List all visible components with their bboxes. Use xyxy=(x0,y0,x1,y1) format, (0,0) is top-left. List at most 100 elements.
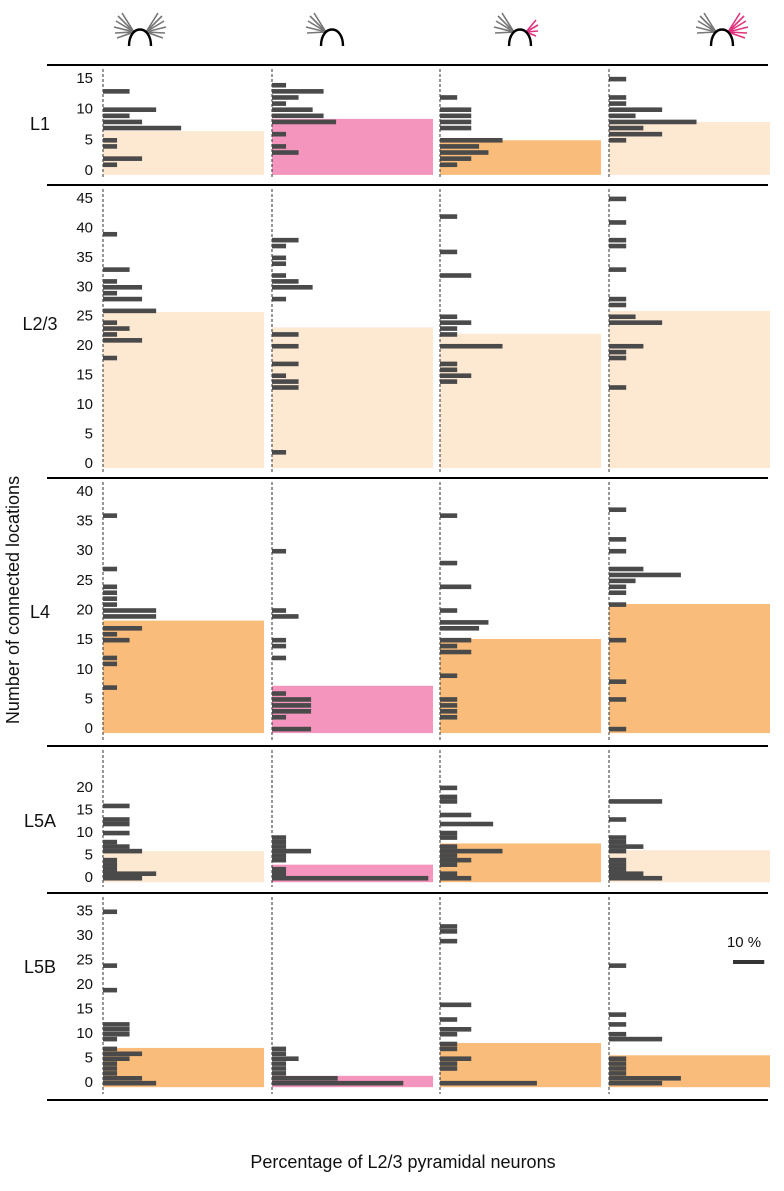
neuron-icon xyxy=(493,12,539,47)
bar xyxy=(609,296,627,302)
bar xyxy=(272,243,287,249)
bar xyxy=(103,844,130,849)
bar xyxy=(440,835,458,840)
bar xyxy=(272,1046,287,1052)
bar xyxy=(609,726,627,732)
bar xyxy=(440,643,458,649)
bar xyxy=(440,1056,472,1061)
bar xyxy=(103,590,118,596)
bar xyxy=(272,150,299,155)
bar xyxy=(440,821,494,827)
bar xyxy=(440,929,458,934)
row-label: L5B xyxy=(24,957,56,977)
bar xyxy=(609,590,627,596)
bar xyxy=(609,857,627,863)
bar xyxy=(609,839,627,845)
neuron-icon xyxy=(695,12,749,47)
bar xyxy=(103,685,118,690)
y-tick-label: 15 xyxy=(76,70,93,87)
scale-bar-label: 10 % xyxy=(727,934,761,951)
bar xyxy=(272,1066,287,1071)
bar xyxy=(609,1012,627,1017)
bar xyxy=(103,119,143,125)
bar xyxy=(272,548,287,554)
level-area xyxy=(103,131,264,175)
bar xyxy=(440,848,503,854)
y-tick-label: 10 xyxy=(76,396,93,413)
bar xyxy=(440,513,458,518)
row-label: L5A xyxy=(24,811,56,831)
bar xyxy=(272,89,324,94)
bar xyxy=(609,507,627,513)
bar xyxy=(609,875,663,881)
bar xyxy=(103,338,143,343)
bar xyxy=(103,355,118,361)
row-label: L2/3 xyxy=(22,314,57,334)
bar xyxy=(103,296,143,302)
bar xyxy=(103,1036,118,1042)
y-tick-label: 35 xyxy=(76,249,93,266)
bar xyxy=(440,119,472,125)
bar xyxy=(609,237,627,243)
bar xyxy=(103,267,130,272)
bar xyxy=(272,284,313,290)
bar xyxy=(609,302,627,308)
bar xyxy=(609,866,627,872)
bar xyxy=(440,373,472,379)
bar xyxy=(103,626,143,631)
bar xyxy=(440,649,472,655)
bar xyxy=(609,1022,627,1027)
bar xyxy=(272,643,287,649)
bar xyxy=(272,107,313,113)
bar xyxy=(272,385,299,390)
bar xyxy=(272,714,287,720)
bar xyxy=(103,284,143,290)
bar xyxy=(103,125,182,131)
bar xyxy=(440,249,458,255)
bar xyxy=(272,703,312,708)
bar xyxy=(272,255,287,261)
bar xyxy=(440,709,458,714)
y-tick-label: 5 xyxy=(85,131,93,148)
bar xyxy=(103,1022,130,1027)
y-tick-label: 15 xyxy=(76,1001,93,1018)
bar xyxy=(440,875,472,881)
bar xyxy=(609,871,644,877)
bar xyxy=(272,608,287,613)
level-area xyxy=(103,620,264,734)
bar xyxy=(103,231,118,237)
bar xyxy=(272,332,299,337)
y-tick-label: 30 xyxy=(76,278,93,295)
bar xyxy=(103,862,118,867)
bar xyxy=(272,343,299,349)
bar xyxy=(103,608,157,613)
bar xyxy=(272,1071,287,1076)
bar xyxy=(440,320,472,325)
bar xyxy=(272,296,287,302)
y-tick-label: 15 xyxy=(76,367,93,384)
bar xyxy=(272,848,312,854)
bar xyxy=(440,703,458,708)
bar xyxy=(609,196,627,202)
bar xyxy=(103,513,118,518)
bar xyxy=(440,871,458,877)
bar xyxy=(440,150,489,155)
bar xyxy=(440,1031,458,1037)
bar xyxy=(440,95,458,100)
bar xyxy=(440,673,458,679)
y-tick-label: 35 xyxy=(76,903,93,920)
bar xyxy=(272,119,337,125)
bar xyxy=(609,578,636,584)
bar xyxy=(440,620,489,625)
bar xyxy=(103,866,118,872)
y-axis-label: Number of connected locations xyxy=(3,476,23,724)
y-tick-label: 15 xyxy=(76,801,93,818)
bar xyxy=(440,1017,458,1022)
bar xyxy=(440,637,472,643)
bar xyxy=(272,844,287,849)
bar xyxy=(609,835,627,840)
bar xyxy=(103,156,143,161)
y-tick-label: 5 xyxy=(85,1050,93,1067)
